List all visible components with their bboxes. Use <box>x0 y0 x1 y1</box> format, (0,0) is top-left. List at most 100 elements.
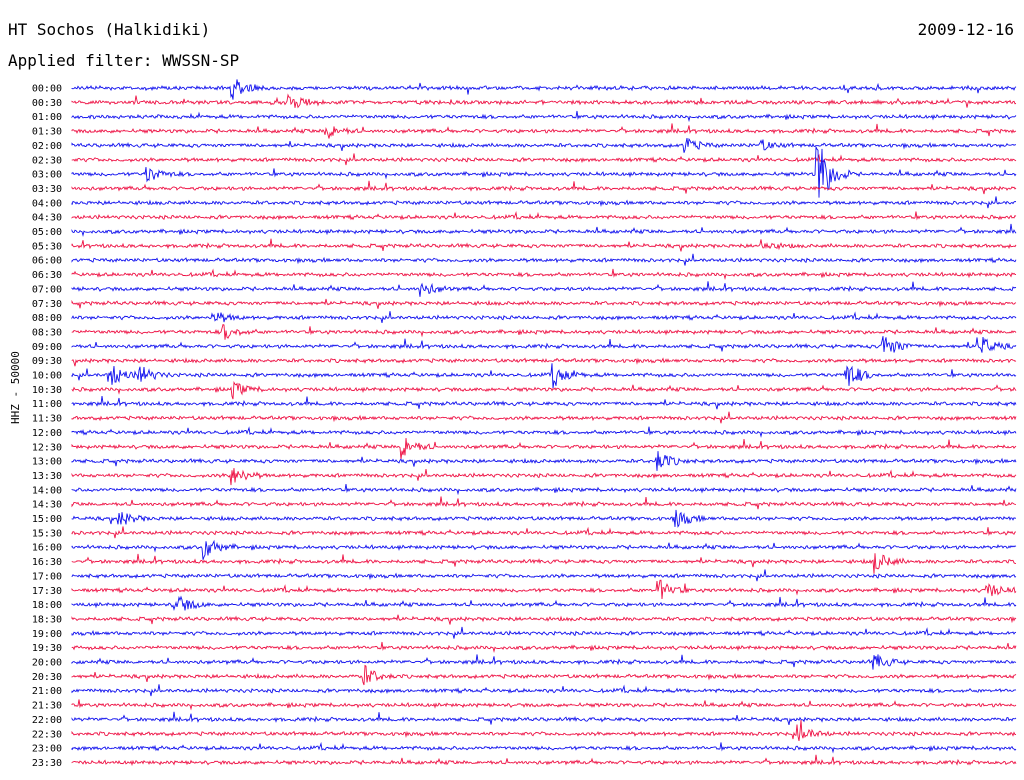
trace-row <box>71 626 1017 639</box>
trace-row <box>71 123 1017 139</box>
time-label: 12:30 <box>32 442 62 453</box>
time-label: 00:00 <box>32 84 62 95</box>
trace-row <box>71 426 1017 438</box>
trace-row <box>71 180 1017 195</box>
trace-row <box>71 268 1017 280</box>
time-label: 04:30 <box>32 213 62 224</box>
time-label: 17:00 <box>32 571 62 582</box>
trace-row <box>71 298 1017 309</box>
time-label: 08:30 <box>32 327 62 338</box>
time-label: 09:30 <box>32 356 62 367</box>
time-label: 23:00 <box>32 744 62 755</box>
trace-row <box>71 93 1017 109</box>
trace-row <box>71 110 1017 123</box>
trace-row <box>71 664 1017 686</box>
trace-row <box>71 654 1017 670</box>
time-label: 20:30 <box>32 672 62 683</box>
time-label: 21:30 <box>32 701 62 712</box>
time-label: 16:30 <box>32 557 62 568</box>
trace-row <box>71 396 1017 410</box>
time-label: 03:00 <box>32 170 62 181</box>
trace-row <box>71 526 1017 539</box>
time-label: 12:00 <box>32 428 62 439</box>
time-label: 07:30 <box>32 299 62 310</box>
time-label: 10:00 <box>32 371 62 382</box>
trace-row <box>71 684 1017 697</box>
time-label: 07:00 <box>32 284 62 295</box>
trace-row <box>71 741 1017 754</box>
time-label: 00:30 <box>32 98 62 109</box>
time-label: 15:00 <box>32 514 62 525</box>
time-label: 19:30 <box>32 643 62 654</box>
trace-row <box>71 509 1016 528</box>
time-label: 22:00 <box>32 715 62 726</box>
time-label: 03:30 <box>32 184 62 195</box>
trace-row <box>71 380 1017 400</box>
time-label: 01:00 <box>32 112 62 123</box>
trace-row <box>71 137 1017 153</box>
trace-row <box>71 579 1017 600</box>
time-label: 18:30 <box>32 614 62 625</box>
time-label: 15:30 <box>32 528 62 539</box>
time-label: 13:00 <box>32 457 62 468</box>
time-label: 08:00 <box>32 313 62 324</box>
filter-label: Applied filter: WWSSN-SP <box>8 51 240 70</box>
time-label: 21:00 <box>32 686 62 697</box>
trace-row <box>71 223 1017 237</box>
trace-row <box>71 539 1017 560</box>
trace-row <box>71 595 1017 611</box>
trace-row <box>71 411 1017 424</box>
time-label: 19:00 <box>32 629 62 640</box>
time-label: 13:30 <box>32 471 62 482</box>
trace-row <box>71 569 1017 582</box>
trace-row <box>71 711 1017 726</box>
trace-row <box>71 614 1017 625</box>
time-label: 20:00 <box>32 658 62 669</box>
time-label: 14:30 <box>32 500 62 511</box>
station-title: HT Sochos (Halkidiki) <box>8 20 211 39</box>
time-label: 05:00 <box>32 227 62 238</box>
trace-row <box>71 468 1017 486</box>
trace-row <box>71 357 1017 367</box>
time-label: 01:30 <box>32 127 62 138</box>
time-label: 02:00 <box>32 141 62 152</box>
time-label: 10:30 <box>32 385 62 396</box>
trace-row <box>71 311 1017 324</box>
trace-row <box>71 451 1017 471</box>
trace-row <box>71 553 1016 574</box>
seismic-traces <box>71 79 1017 767</box>
trace-row <box>71 323 1017 340</box>
time-label: 22:30 <box>32 729 62 740</box>
time-label: 06:00 <box>32 256 62 267</box>
trace-row <box>71 336 1017 353</box>
time-label: 02:30 <box>32 155 62 166</box>
trace-row <box>71 496 1017 510</box>
time-label: 11:00 <box>32 399 62 410</box>
time-label: 23:30 <box>32 758 62 769</box>
trace-row <box>71 238 1017 252</box>
time-label: 16:00 <box>32 543 62 554</box>
time-label: 14:00 <box>32 485 62 496</box>
trace-row <box>71 211 1017 221</box>
time-label: 04:00 <box>32 198 62 209</box>
trace-row <box>71 153 1017 166</box>
time-label: 11:30 <box>32 414 62 425</box>
trace-row <box>71 484 1017 496</box>
trace-row <box>71 641 1017 654</box>
time-label: 17:30 <box>32 586 62 597</box>
trace-row <box>71 720 1017 741</box>
trace-row <box>71 146 1017 198</box>
record-date: 2009-12-16 <box>917 20 1014 39</box>
trace-row <box>71 699 1017 711</box>
trace-row <box>71 253 1017 266</box>
trace-row <box>71 79 1017 100</box>
trace-row <box>71 754 1017 767</box>
trace-row <box>71 363 1017 389</box>
time-label: 06:30 <box>32 270 62 281</box>
time-labels: 00:00 00:30 01:00 01:30 02:00 02:30 03:00 03:30… <box>32 84 62 769</box>
trace-row <box>71 438 1017 460</box>
trace-row <box>71 281 1017 297</box>
trace-row <box>71 196 1017 209</box>
time-label: 18:00 <box>32 600 62 611</box>
